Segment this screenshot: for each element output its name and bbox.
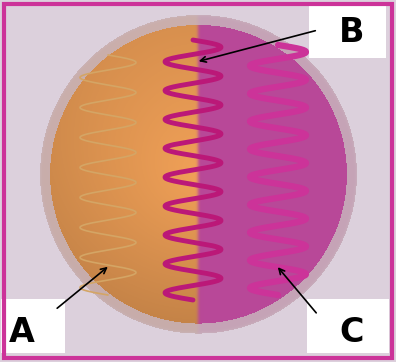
FancyBboxPatch shape xyxy=(307,299,389,353)
FancyBboxPatch shape xyxy=(1,299,65,353)
Text: A: A xyxy=(9,316,35,349)
Text: C: C xyxy=(340,316,364,349)
Text: B: B xyxy=(339,17,365,50)
FancyBboxPatch shape xyxy=(309,4,386,58)
